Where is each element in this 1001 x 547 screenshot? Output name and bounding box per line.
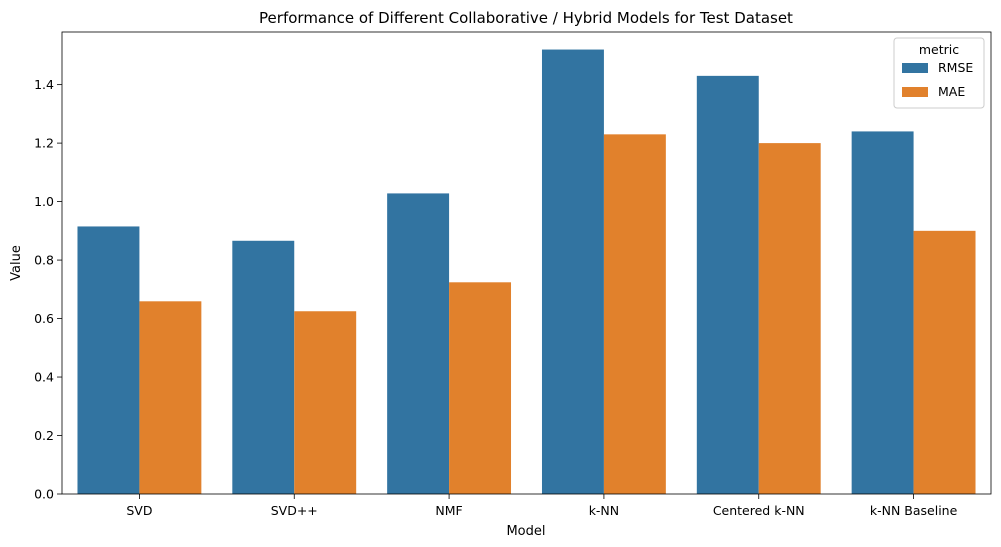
y-tick-label: 0.4 (34, 370, 54, 385)
x-tick-label-k-nn: k-NN (589, 503, 619, 518)
legend-title: metric (919, 42, 959, 57)
bar-rmse-nmf (387, 193, 450, 494)
legend-label-mae: MAE (938, 84, 965, 99)
bars-group (77, 49, 976, 495)
x-tick-label-svd: SVD (126, 503, 152, 518)
bar-rmse-svd (77, 226, 140, 494)
y-tick-label: 1.0 (34, 194, 54, 209)
x-tick-label-centered-k-nn: Centered k-NN (713, 503, 805, 518)
bar-mae-k-nn (603, 134, 666, 494)
y-tick-label: 0.8 (34, 253, 54, 268)
bar-mae-svd (139, 301, 202, 494)
x-tick-label-svd: SVD++ (271, 503, 318, 518)
plot-frame (61, 31, 992, 495)
x-tick-label-k-nn-baseline: k-NN Baseline (870, 503, 958, 518)
y-tick-label: 0.0 (34, 487, 54, 502)
bar-rmse-k-nn-baseline (851, 131, 914, 494)
bar-mae-k-nn-baseline (913, 230, 976, 494)
y-axis-label: Value (9, 245, 24, 281)
legend-label-rmse: RMSE (938, 60, 973, 75)
y-tick-label: 1.2 (34, 136, 54, 151)
bar-mae-svd (294, 311, 357, 494)
y-tick-label: 0.6 (34, 311, 54, 326)
legend-swatch-rmse (902, 63, 928, 73)
x-axis: SVD SVD++ NMF k-NN Centered k-NN k-NN Baselin… (126, 494, 958, 518)
bar-mae-centered-k-nn (758, 143, 821, 494)
bar-mae-nmf (449, 282, 512, 494)
x-axis-label: Model (506, 524, 545, 539)
bar-rmse-k-nn (541, 49, 604, 494)
bar-rmse-centered-k-nn (696, 75, 759, 495)
x-tick-label-nmf: NMF (435, 503, 462, 518)
legend: metric RMSE MAE (893, 37, 985, 109)
y-tick-label: 0.2 (34, 428, 54, 443)
bar-rmse-svd (232, 240, 295, 494)
chart-title: Performance of Different Collaborative /… (259, 9, 793, 27)
y-axis: 0.0 0.2 0.4 0.6 0.8 1.0 1.2 1.4 (34, 77, 62, 502)
y-tick-label: 1.4 (34, 77, 54, 92)
legend-swatch-mae (902, 87, 928, 97)
